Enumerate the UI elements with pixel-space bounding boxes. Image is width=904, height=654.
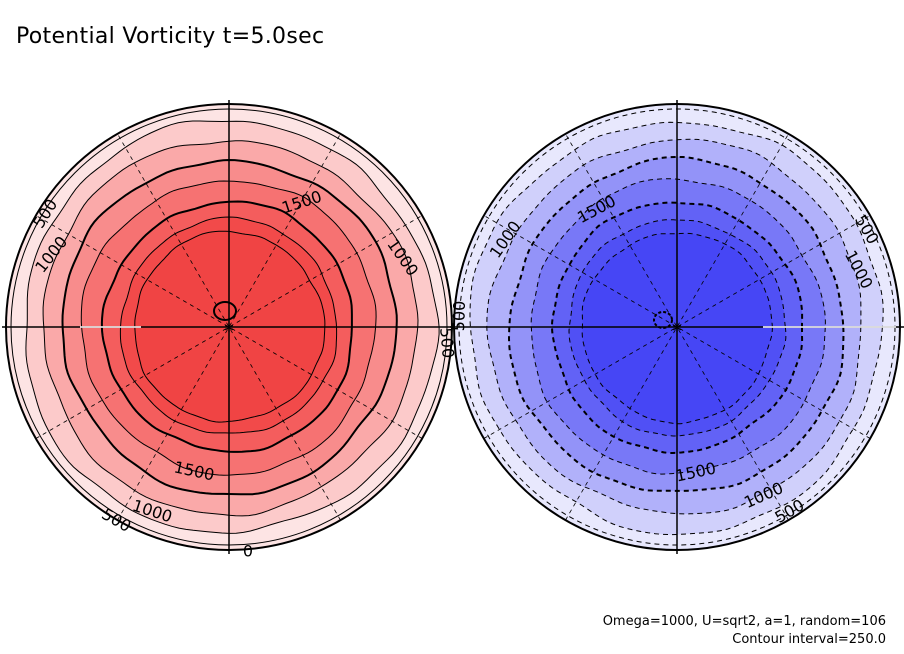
contour-label: 500: [449, 300, 469, 331]
meridian-line: [483, 215, 871, 439]
meridian-line: [117, 133, 341, 521]
contour-label: 500: [436, 327, 458, 359]
meridian-line: [565, 133, 789, 521]
meridian-line: [483, 215, 871, 439]
meridian-line: [35, 215, 423, 439]
contour-label: 0: [243, 542, 253, 561]
meridian-line: [117, 133, 341, 521]
pole-marker: ∗: [671, 320, 683, 336]
pole-marker: ∗: [223, 320, 235, 336]
pole-contour: [653, 311, 673, 329]
parameters-annotation: Omega=1000, U=sqrt2, a=1, random=106: [602, 614, 886, 629]
meridian-line: [35, 215, 423, 439]
meridian-line: [565, 133, 789, 521]
pole-contour: [213, 301, 237, 321]
contour-interval-annotation: Contour interval=250.0: [732, 632, 886, 647]
chart-title: Potential Vorticity t=5.0sec: [16, 24, 325, 49]
